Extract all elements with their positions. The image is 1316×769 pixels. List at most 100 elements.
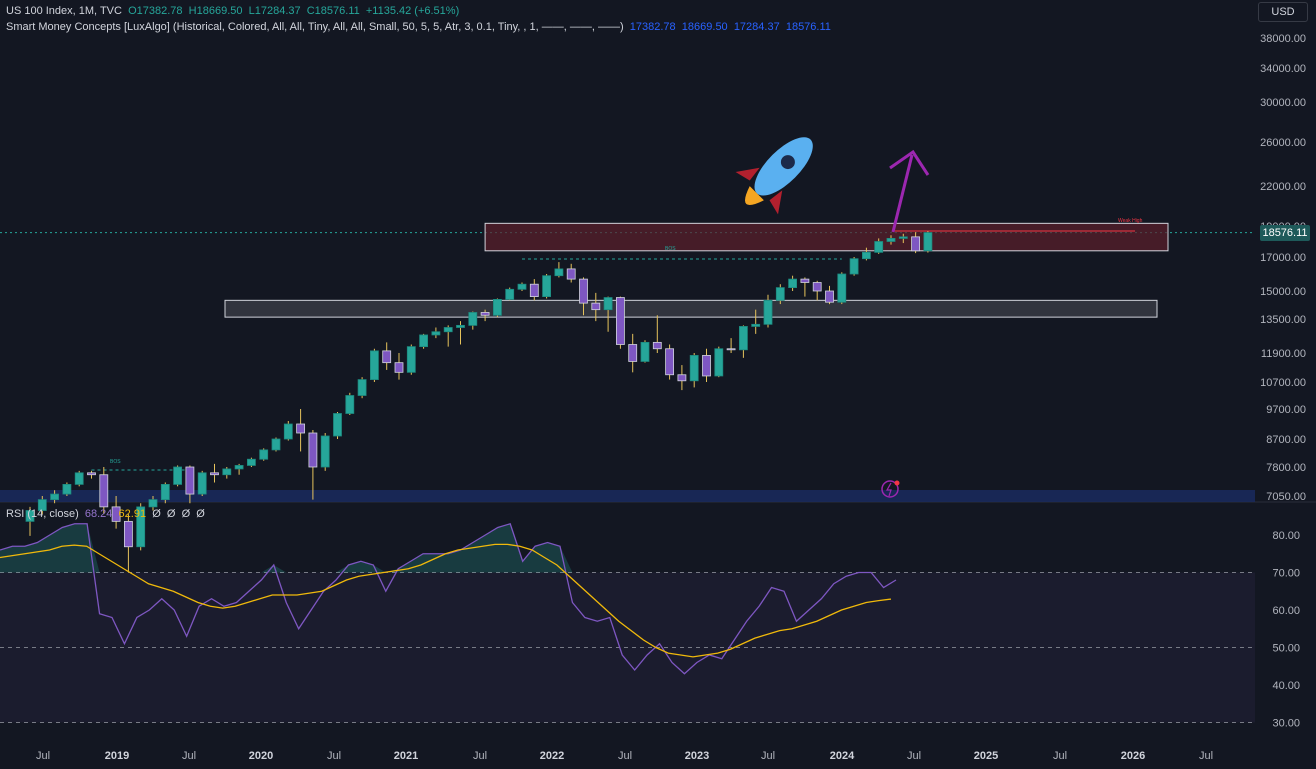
zones: BOS BOS Weak High (91, 218, 1169, 471)
candle-body (689, 355, 699, 382)
bottom-band (0, 490, 1255, 502)
candle-body (74, 472, 84, 485)
candle-body (923, 232, 933, 252)
price-tick-label: 13500.00 (1260, 314, 1306, 326)
indicator-value-1: 17382.78 (629, 21, 676, 33)
time-tick-label: Jul (617, 750, 633, 762)
open-value: O17382.78 (128, 5, 183, 17)
candle-body (259, 449, 269, 460)
chart-legend: US 100 Index, 1M, TVC O17382.78 H18669.5… (6, 4, 831, 34)
candle-body (874, 241, 884, 253)
time-tick-label: 2019 (104, 750, 130, 762)
rocket-fin (735, 167, 760, 181)
rsi-extra-4: Ø (196, 508, 205, 520)
candle-body (283, 423, 293, 440)
candle-body (431, 331, 441, 336)
candle-body (50, 493, 59, 501)
candle-body (566, 268, 576, 280)
candle-body (886, 237, 896, 242)
candle-body (505, 288, 515, 300)
candle-body (492, 298, 502, 316)
time-tick-label: Jul (906, 750, 922, 762)
bos-label: BOS (665, 246, 676, 252)
candle-body (37, 499, 47, 511)
candle-body (62, 483, 72, 495)
price-tick-label: 17000.00 (1260, 252, 1306, 264)
candle-body (185, 466, 195, 495)
candle-body (382, 350, 392, 364)
candle-body (197, 472, 207, 495)
time-tick-label: Jul (326, 750, 342, 762)
time-tick-label: 2024 (829, 750, 855, 762)
candle-body (345, 395, 355, 414)
lightning-icon (885, 482, 892, 497)
rsi-tick-label: 80.00 (1272, 530, 1300, 542)
rsi-value: 68.24 (84, 508, 113, 520)
candle-body (456, 324, 465, 328)
low-value: L17284.37 (248, 5, 301, 17)
rsi-tick-label: 60.00 (1272, 605, 1300, 617)
candle-body (517, 283, 527, 290)
price-tick-label: 9700.00 (1266, 404, 1306, 416)
candle-body (234, 465, 244, 470)
candle-body (443, 327, 453, 333)
up-arrow (891, 154, 914, 233)
candle-body (579, 278, 588, 304)
time-tick-label: 2020 (248, 750, 274, 762)
candle-body (124, 520, 133, 548)
indicator-value-2: 18669.50 (681, 21, 728, 33)
candle-body (911, 236, 920, 252)
indicator-label[interactable]: Smart Money Concepts [LuxAlgo] (Historic… (6, 21, 624, 33)
high-value: H18669.50 (188, 5, 243, 17)
symbol-label[interactable]: US 100 Index, 1M, TVC (6, 5, 122, 17)
current-price-tag: 18576.11 (1260, 225, 1310, 241)
time-tick-label: Jul (35, 750, 51, 762)
candle-body (111, 506, 121, 522)
candle-body (825, 290, 834, 303)
demand-zone (224, 299, 1158, 318)
time-tick-label: Jul (1198, 750, 1214, 762)
candle-body (25, 510, 35, 522)
price-tick-label: 38000.00 (1260, 33, 1306, 45)
rsi-label[interactable]: RSI (14, close) (6, 508, 79, 520)
candle-body (246, 458, 256, 466)
currency-button[interactable]: USD (1258, 2, 1308, 22)
candle-body (628, 344, 638, 362)
candle-body (812, 282, 822, 292)
candle-body (529, 283, 539, 298)
candles (25, 231, 933, 573)
candle-body (369, 350, 379, 380)
time-tick-label: 2022 (539, 750, 565, 762)
price-tick-label: 7800.00 (1266, 462, 1306, 474)
candle-body (775, 287, 785, 301)
candle-body (665, 348, 674, 376)
price-tick-label: 10700.00 (1260, 377, 1306, 389)
candle-body (788, 278, 797, 289)
candle-body (616, 297, 625, 345)
price-tick-label: 8700.00 (1266, 434, 1306, 446)
candle-body (640, 341, 650, 362)
time-tick-label: Jul (760, 750, 776, 762)
candle-body (751, 323, 761, 327)
time-tick-label: Jul (1052, 750, 1068, 762)
candle-body (542, 275, 551, 298)
candle-body (136, 506, 146, 548)
price-tick-label: 15000.00 (1260, 286, 1306, 298)
candle-body (726, 348, 736, 351)
rsi-tick-label: 30.00 (1272, 718, 1300, 730)
weak-high-label: Weak High (1118, 218, 1143, 224)
candle-body (357, 379, 367, 396)
candle-body (849, 258, 859, 275)
candle-body (862, 251, 871, 260)
candle-body (714, 348, 724, 377)
supply-zone (484, 222, 1169, 252)
change-value: +1135.42 (+6.51%) (365, 5, 460, 17)
candle-body (603, 297, 613, 311)
price-tick-label: 22000.00 (1260, 181, 1306, 193)
candle-body (87, 472, 96, 476)
candle-body (702, 355, 711, 377)
candle-body (480, 312, 490, 316)
candle-body (837, 273, 847, 303)
time-tick-label: Jul (181, 750, 197, 762)
